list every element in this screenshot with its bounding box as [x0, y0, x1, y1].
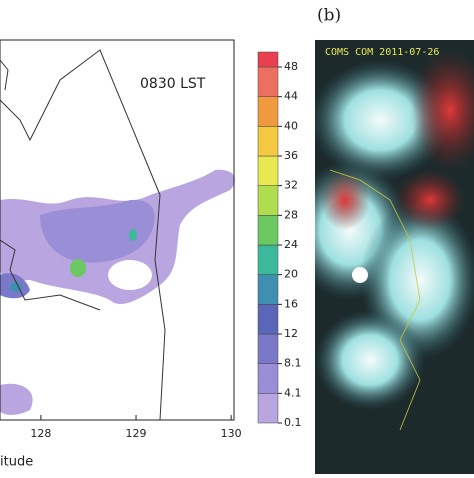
precip-core: [70, 259, 86, 277]
colorbar-bin: [257, 244, 279, 275]
satellite-caption: COMS COM 2011-07-26: [325, 47, 439, 58]
satellite-image: [315, 40, 474, 474]
precip-area: [0, 383, 33, 415]
colorbar-label: 28: [284, 208, 298, 221]
colorbar-bin: [257, 155, 279, 186]
colorbar-label: 44: [284, 90, 298, 103]
panel-label: (b): [317, 6, 341, 26]
coastline: [0, 59, 9, 91]
clear-area: [108, 260, 152, 290]
colorbar-label: 32: [284, 179, 298, 192]
x-tick-label: 129: [126, 427, 147, 440]
precip-area: [40, 199, 155, 263]
colorbar-bin: [257, 51, 279, 68]
map: 0830 LST itude: [0, 39, 235, 470]
coastline: [0, 49, 166, 421]
colorbar-bin: [257, 66, 279, 97]
colorbar-label: 40: [284, 119, 298, 132]
colorbar-bin: [257, 215, 279, 246]
colorbar-bin: [257, 96, 279, 127]
colorbar-bin: [257, 274, 279, 305]
x-axis-label: itude: [0, 455, 33, 470]
colorbar-bin: [257, 363, 279, 394]
colorbar-label: 12: [284, 327, 298, 340]
colorbar-label: 4.1: [284, 386, 302, 399]
colorbar-label: 16: [284, 297, 298, 310]
colorbar-label: 8.1: [284, 357, 302, 370]
colorbar-label: 24: [284, 238, 298, 251]
colorbar-bin: [257, 393, 279, 424]
x-tick-label: 128: [30, 427, 51, 440]
x-tick-label: 130: [221, 427, 242, 440]
colorbar-label: 20: [284, 268, 298, 281]
colorbar-label: 0.1: [284, 416, 302, 429]
colorbar-label: 48: [284, 60, 298, 73]
map-frame: [0, 39, 235, 421]
colorbar-bin: [257, 126, 279, 157]
colorbar-bin: [257, 185, 279, 216]
time-label: 0830 LST: [140, 76, 206, 92]
colorbar-bin: [257, 304, 279, 335]
colorbar-bin: [257, 333, 279, 364]
coastline: [0, 239, 101, 311]
precip-core: [129, 229, 137, 241]
colorbar-label: 36: [284, 149, 298, 162]
precip-core: [10, 282, 22, 292]
